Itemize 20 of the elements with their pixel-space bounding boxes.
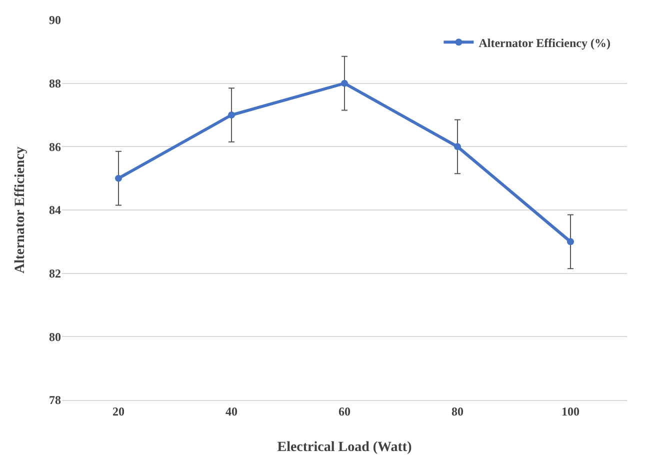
point [228, 112, 235, 118]
x-tick-label: 20 [112, 404, 124, 418]
x-tick-label: 100 [562, 404, 580, 418]
point [115, 174, 122, 182]
y-tick-label: 90 [49, 13, 61, 28]
y-tick-label: 78 [49, 393, 61, 408]
legend-label: Alternator Efficiency (%) [478, 36, 610, 50]
x-axis-title: Electrical Load (Watt) [277, 440, 412, 455]
y-tick-label: 86 [49, 140, 61, 154]
point [454, 143, 461, 150]
y-tick-label: 84 [49, 203, 61, 218]
y-tick-label: 82 [49, 266, 61, 281]
point [567, 238, 574, 246]
y-tick-label: 80 [49, 330, 61, 344]
point [341, 80, 348, 87]
y-tick-label: 88 [49, 76, 61, 91]
y-axis-title: Alternator Efficiency [13, 146, 28, 274]
x-tick-label: 60 [338, 404, 350, 418]
x-tick-label: 40 [226, 404, 238, 418]
x-tick-label: 80 [452, 404, 464, 418]
